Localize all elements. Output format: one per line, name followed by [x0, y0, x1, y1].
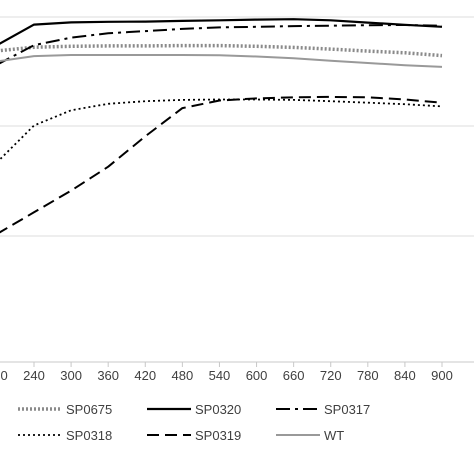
- x-tick-labels: 180 240 300 360 420 480 540 600 660 720 780 840 900: [0, 362, 453, 383]
- series-line-sp0318: [0, 98, 443, 161]
- legend-item-sp0675: SP0675: [18, 402, 112, 417]
- x-tick-label: 840: [394, 368, 416, 383]
- legend-item-sp0318: SP0318: [18, 428, 112, 443]
- x-tick-label: 720: [320, 368, 342, 383]
- legend-item-sp0320: SP0320: [147, 402, 241, 417]
- legend-item-wt: WT: [276, 428, 344, 443]
- legend: SP0675 SP0320 SP0317 SP0318 SP0319 WT: [18, 402, 370, 443]
- legend-label: SP0317: [324, 402, 370, 417]
- series-line-sp0320: [0, 18, 443, 45]
- legend-label: WT: [324, 428, 344, 443]
- legend-item-sp0319: SP0319: [147, 428, 241, 443]
- legend-item-sp0317: SP0317: [276, 402, 370, 417]
- legend-label: SP0675: [66, 402, 112, 417]
- legend-label: SP0319: [195, 428, 241, 443]
- series-line-wt: [0, 54, 443, 68]
- series-line-sp0675: [0, 43, 443, 58]
- x-tick-label: 240: [23, 368, 45, 383]
- x-tick-label: 540: [209, 368, 231, 383]
- x-tick-label: 300: [60, 368, 82, 383]
- x-tick-label: 660: [283, 368, 305, 383]
- x-tick-label: 180: [0, 368, 8, 383]
- x-tick-label: 780: [357, 368, 379, 383]
- legend-label: SP0320: [195, 402, 241, 417]
- series-line-sp0317: [0, 24, 443, 65]
- x-tick-label: 600: [246, 368, 268, 383]
- gridlines: [0, 16, 474, 237]
- x-tick-label: 360: [97, 368, 119, 383]
- legend-label: SP0318: [66, 428, 112, 443]
- x-tick-label: 420: [134, 368, 156, 383]
- series-lines: [0, 18, 443, 234]
- series-line-sp0319: [0, 95, 443, 234]
- x-tick-label: 900: [431, 368, 453, 383]
- x-tick-label: 480: [172, 368, 194, 383]
